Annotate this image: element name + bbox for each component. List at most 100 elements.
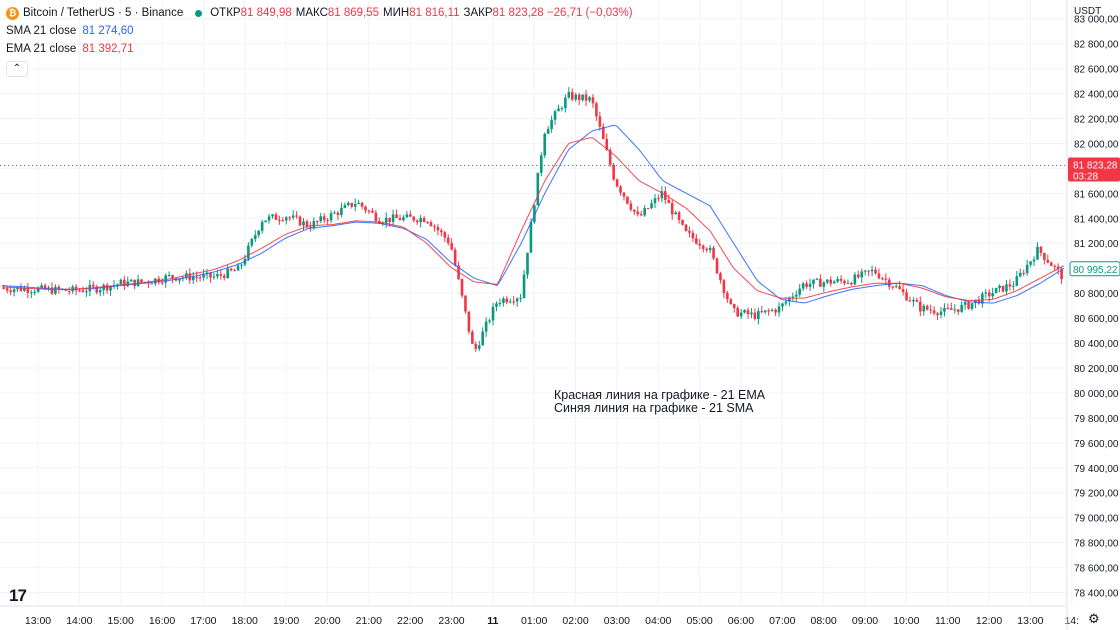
gear-icon[interactable]: ⚙ <box>1088 611 1100 626</box>
candle-body <box>533 205 536 223</box>
candle-body <box>908 300 912 302</box>
candle-body <box>536 172 540 206</box>
candle-body <box>481 331 484 346</box>
candle-body <box>653 198 657 204</box>
candle-body <box>967 302 970 309</box>
tradingview-logo-icon[interactable]: 17 <box>9 586 27 605</box>
candle-body <box>216 274 219 277</box>
candle-body <box>512 301 516 303</box>
candle-body <box>109 285 112 291</box>
candle-body <box>684 224 688 231</box>
candle-body <box>229 268 233 271</box>
candle-body <box>284 217 288 221</box>
candle-body <box>588 97 591 101</box>
candle-body <box>1025 264 1029 274</box>
candle-body <box>78 290 81 292</box>
candle-body <box>515 298 519 302</box>
candle-body <box>743 310 746 313</box>
candle-body <box>774 309 777 313</box>
candle-body <box>998 285 1001 288</box>
indicator-lines-layer <box>1 124 1065 304</box>
candle-body <box>95 286 99 293</box>
x-tick-label: 05:00 <box>686 615 712 627</box>
y-tick-label: 82 200,00 <box>1074 115 1119 126</box>
y-tick-label: 82 800,00 <box>1074 40 1119 51</box>
last-price-value: 81 823,28 <box>1073 160 1118 171</box>
candle-body <box>701 245 705 249</box>
candle-body <box>708 247 712 251</box>
candle-body <box>443 232 447 238</box>
candle-body <box>794 294 798 297</box>
candle-body <box>719 273 722 281</box>
ema-legend-row[interactable]: EMA 21 close 81 392,71 <box>6 40 635 58</box>
candle-body <box>398 218 402 221</box>
candle-body <box>364 206 367 211</box>
x-tick-label: 21:00 <box>356 615 382 627</box>
currency-selector[interactable]: USDT <box>1074 6 1102 17</box>
collapse-legend-button[interactable]: ⌃ <box>6 61 28 77</box>
countdown-timer: 03:28 <box>1073 171 1098 182</box>
candle-body <box>278 219 281 221</box>
candle-body <box>322 216 326 221</box>
y-tick-label: 80 600,00 <box>1074 314 1119 325</box>
candle-body <box>81 290 85 293</box>
x-tick-label: 18:00 <box>232 615 258 627</box>
candle-body <box>915 300 919 302</box>
candle-body <box>371 210 374 213</box>
candle-body <box>333 212 336 214</box>
candle-body <box>464 295 467 312</box>
ohlc-low: МИН81 816,11 <box>383 7 460 19</box>
sma-legend-row[interactable]: SMA 21 close 81 274,60 <box>6 22 635 40</box>
candle-body <box>553 111 557 120</box>
candle-body <box>981 293 984 304</box>
candle-body <box>664 191 667 200</box>
y-tick-label: 81 600,00 <box>1074 189 1119 200</box>
x-tick-label: 09:00 <box>852 615 878 627</box>
candle-body <box>191 276 195 281</box>
candle-body <box>347 202 350 205</box>
candle-body <box>956 309 960 312</box>
candle-body <box>484 321 488 332</box>
candle-body <box>994 287 998 294</box>
x-tick-label: 23:00 <box>438 615 464 627</box>
candle-body <box>105 284 109 291</box>
candle-body <box>471 331 474 344</box>
candle-body <box>502 298 505 303</box>
symbol-label[interactable]: Bitcoin / TetherUS · 5 · Binance <box>23 7 184 19</box>
candle-body <box>870 269 874 272</box>
sma-line <box>1 124 1065 304</box>
candle-body <box>474 343 478 349</box>
candle-body <box>488 320 491 322</box>
candle-body <box>822 282 826 287</box>
candle-body <box>639 214 643 216</box>
ohlc-open: ОТКР81 849,98 <box>210 7 292 19</box>
candle-body <box>64 288 68 291</box>
candle-body <box>863 270 867 272</box>
candle-body <box>805 283 808 287</box>
candle-body <box>350 202 354 207</box>
candle-body <box>250 238 254 246</box>
y-tick-label: 79 600,00 <box>1074 439 1119 450</box>
last-price-tag <box>1068 157 1120 182</box>
y-tick-label: 78 600,00 <box>1074 564 1119 575</box>
candle-body <box>757 311 760 319</box>
candle-body <box>674 212 677 215</box>
candle-body <box>715 258 719 274</box>
candle-body <box>905 292 908 301</box>
ema-label: EMA 21 close <box>6 43 77 55</box>
candle-body <box>853 274 857 285</box>
candle-body <box>167 275 171 277</box>
candle-body <box>681 219 684 225</box>
candle-body <box>750 312 753 315</box>
candle-body <box>660 191 664 199</box>
candle-body <box>405 214 409 218</box>
candle-body <box>615 179 619 187</box>
candle-body <box>970 303 974 309</box>
candle-body <box>415 220 419 223</box>
candle-body <box>564 97 567 109</box>
candle-body <box>825 279 829 283</box>
candle-body <box>595 103 598 117</box>
candle-body <box>50 287 54 294</box>
candle-body <box>312 221 316 229</box>
